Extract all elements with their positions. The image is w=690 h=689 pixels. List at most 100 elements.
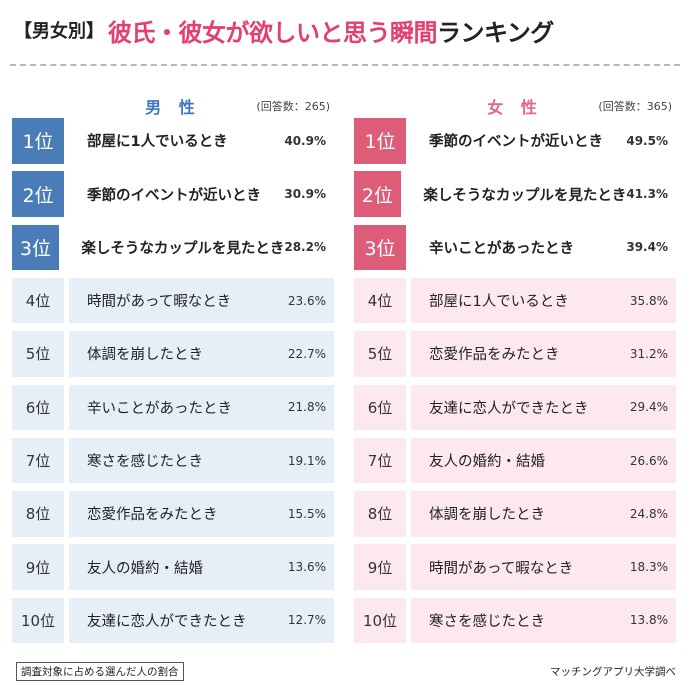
female-rank: 2位 — [354, 171, 401, 217]
female-row-2: 2位 楽しそうなカップルを見たとき 41.3% — [354, 171, 676, 217]
row-gap — [406, 437, 411, 484]
male-item-label: 楽しそうなカップルを見たとき — [81, 240, 285, 257]
female-rank: 5位 — [367, 345, 393, 364]
male-item-label: 辛いことがあったとき — [87, 400, 232, 417]
male-rank: 8位 — [25, 505, 51, 524]
male-item-label: 時間があって暇なとき — [87, 294, 232, 311]
male-row-10: 10位 友達に恋人ができたとき 12.7% — [12, 597, 334, 644]
male-item-value: 15.5% — [287, 506, 326, 521]
female-row-3: 3位 辛いことがあったとき 39.4% — [354, 224, 676, 271]
female-row-6: 6位 友達に恋人ができたとき 29.4% — [354, 384, 676, 430]
female-item-label: 恋愛作品をみたとき — [429, 347, 560, 364]
male-row-4: 4位 時間があって暇なとき 23.6% — [12, 277, 334, 324]
female-row-8: 8位 体調を崩したとき 24.8% — [354, 491, 676, 537]
female-cell: 寒さを感じたとき 13.8% — [411, 598, 676, 644]
row-gap — [400, 171, 406, 217]
male-rank: 2位 — [12, 171, 64, 217]
female-item-label: 楽しそうなカップルを見たとき — [423, 187, 627, 204]
female-respondents: (回答数：365) — [598, 100, 672, 113]
male-item-label: 季節のイベントが近いとき — [87, 187, 261, 204]
female-item-label: 友人の婚約・結婚 — [429, 454, 545, 471]
female-rank: 8位 — [367, 505, 393, 524]
male-rank: 7位 — [25, 452, 51, 471]
male-item-value: 30.9% — [284, 187, 326, 202]
row-gap — [406, 118, 411, 164]
female-cell: 体調を崩したとき 24.8% — [411, 491, 676, 537]
female-cell: 楽しそうなカップルを見たとき 41.3% — [405, 171, 676, 217]
female-item-value: 24.8% — [629, 506, 668, 521]
male-row-2: 2位 季節のイベントが近いとき 30.9% — [12, 171, 334, 217]
female-item-value: 41.3% — [626, 187, 668, 202]
male-item-value: 19.1% — [287, 453, 326, 468]
female-cell: 部屋に1人でいるとき 35.8% — [411, 278, 676, 324]
female-rank: 4位 — [367, 292, 393, 311]
male-rank: 9位 — [25, 558, 51, 577]
female-item-label: 寒さを感じたとき — [429, 613, 545, 630]
female-rank: 10位 — [362, 611, 398, 630]
footnote: 調査対象に占める選んだ人の割合 — [16, 662, 184, 681]
female-cell: 辛いことがあったとき 39.4% — [411, 224, 676, 271]
male-cell: 寒さを感じたとき 19.1% — [69, 438, 334, 484]
male-row-7: 7位 寒さを感じたとき 19.1% — [12, 437, 334, 484]
male-cell: 友人の婚約・結婚 13.6% — [69, 544, 334, 590]
male-item-value: 40.9% — [284, 133, 326, 148]
male-rank: 10位 — [20, 611, 56, 630]
title-bracket: 【男女別】 — [14, 21, 104, 42]
female-ranking: 女 性 (回答数：365) 1位 季節のイベントが近いとき 49.5% 2位 楽しそうな… — [354, 92, 676, 644]
row-gap — [406, 384, 411, 430]
page-title: 【男女別】 彼氏・彼女が欲しいと思う瞬間 ランキング — [14, 10, 554, 50]
female-row-4: 4位 部屋に1人でいるとき 35.8% — [354, 277, 676, 324]
female-item-value: 31.2% — [629, 346, 668, 361]
row-gap — [64, 171, 69, 217]
row-gap — [64, 491, 69, 537]
male-label: 男 性 — [145, 98, 201, 117]
female-item-label: 時間があって暇なとき — [429, 560, 574, 577]
male-item-label: 友達に恋人ができたとき — [87, 613, 247, 630]
female-item-label: 体調を崩したとき — [429, 507, 545, 524]
male-cell: 時間があって暇なとき 23.6% — [69, 278, 334, 324]
female-rank: 1位 — [354, 118, 406, 164]
row-gap — [406, 544, 411, 590]
male-rank: 4位 — [25, 292, 51, 311]
male-cell: 楽しそうなカップルを見たとき 28.2% — [63, 224, 334, 271]
row-gap — [64, 384, 69, 430]
row-gap — [406, 224, 411, 271]
female-label: 女 性 — [487, 98, 543, 117]
row-gap — [406, 277, 411, 324]
source-credit: マッチングアプリ大学調べ — [550, 666, 676, 678]
male-rows: 1位 部屋に1人でいるとき 40.9% 2位 季節のイベントが近いとき 30.9% 3位 楽し… — [12, 118, 334, 644]
female-item-value: 13.8% — [629, 613, 668, 628]
male-item-value: 12.7% — [287, 613, 326, 628]
male-row-1: 1位 部屋に1人でいるとき 40.9% — [12, 118, 334, 164]
male-item-value: 21.8% — [287, 400, 326, 415]
female-rank: 9位 — [367, 558, 393, 577]
male-cell: 体調を崩したとき 22.7% — [69, 331, 334, 377]
row-gap — [64, 597, 69, 644]
row-gap — [406, 597, 411, 644]
title-main: 彼氏・彼女が欲しいと思う瞬間 — [108, 18, 438, 47]
female-rank: 6位 — [367, 398, 393, 417]
female-cell: 友人の婚約・結婚 26.6% — [411, 438, 676, 484]
female-item-value: 29.4% — [629, 400, 668, 415]
male-item-label: 恋愛作品をみたとき — [87, 507, 218, 524]
male-rank: 5位 — [25, 345, 51, 364]
male-respondents: (回答数：265) — [256, 100, 330, 113]
female-item-value: 35.8% — [629, 293, 668, 308]
male-item-label: 友人の婚約・結婚 — [87, 560, 203, 577]
male-rank: 1位 — [12, 118, 64, 164]
female-item-label: 部屋に1人でいるとき — [429, 294, 569, 311]
female-item-value: 49.5% — [626, 133, 668, 148]
female-cell: 季節のイベントが近いとき 49.5% — [411, 118, 676, 164]
female-item-value: 18.3% — [629, 560, 668, 575]
female-cell: 恋愛作品をみたとき 31.2% — [411, 331, 676, 377]
row-gap — [406, 491, 411, 537]
male-cell: 友達に恋人ができたとき 12.7% — [69, 598, 334, 644]
male-row-9: 9位 友人の婚約・結婚 13.6% — [12, 544, 334, 590]
male-cell: 季節のイベントが近いとき 30.9% — [69, 171, 334, 217]
male-cell: 恋愛作品をみたとき 15.5% — [69, 491, 334, 537]
female-item-label: 辛いことがあったとき — [429, 240, 574, 257]
female-item-value: 26.6% — [629, 453, 668, 468]
male-cell: 辛いことがあったとき 21.8% — [69, 385, 334, 431]
male-rank: 6位 — [25, 398, 51, 417]
row-gap — [406, 331, 411, 377]
